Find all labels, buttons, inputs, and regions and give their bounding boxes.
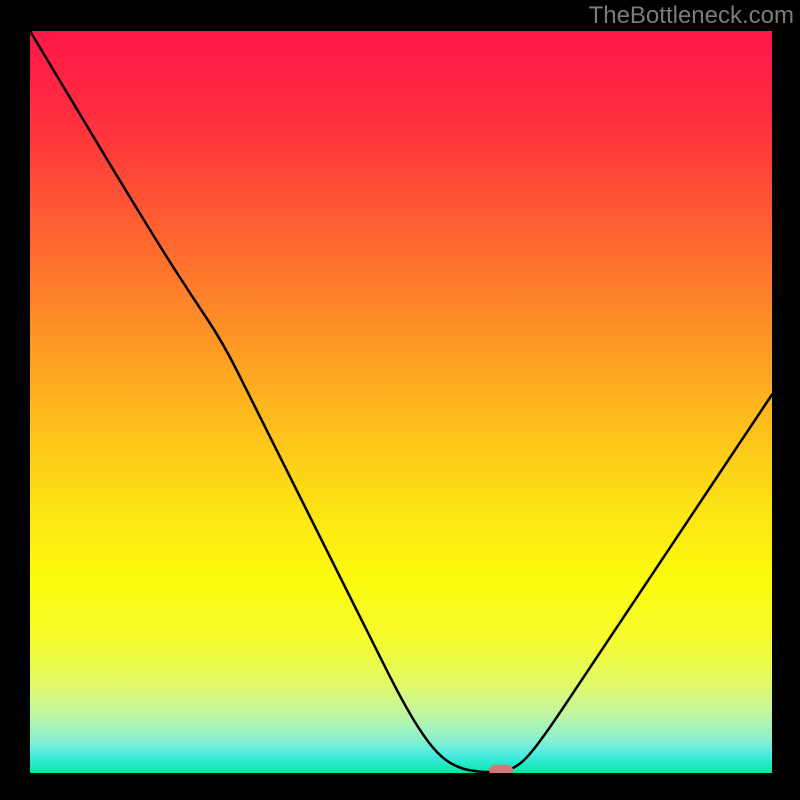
watermark-label: TheBottleneck.com [589, 2, 794, 30]
optimal-marker [489, 765, 513, 773]
gradient-background [30, 31, 772, 773]
bottleneck-chart [30, 31, 772, 773]
plot-area [30, 31, 772, 773]
chart-container: TheBottleneck.com [0, 0, 800, 800]
